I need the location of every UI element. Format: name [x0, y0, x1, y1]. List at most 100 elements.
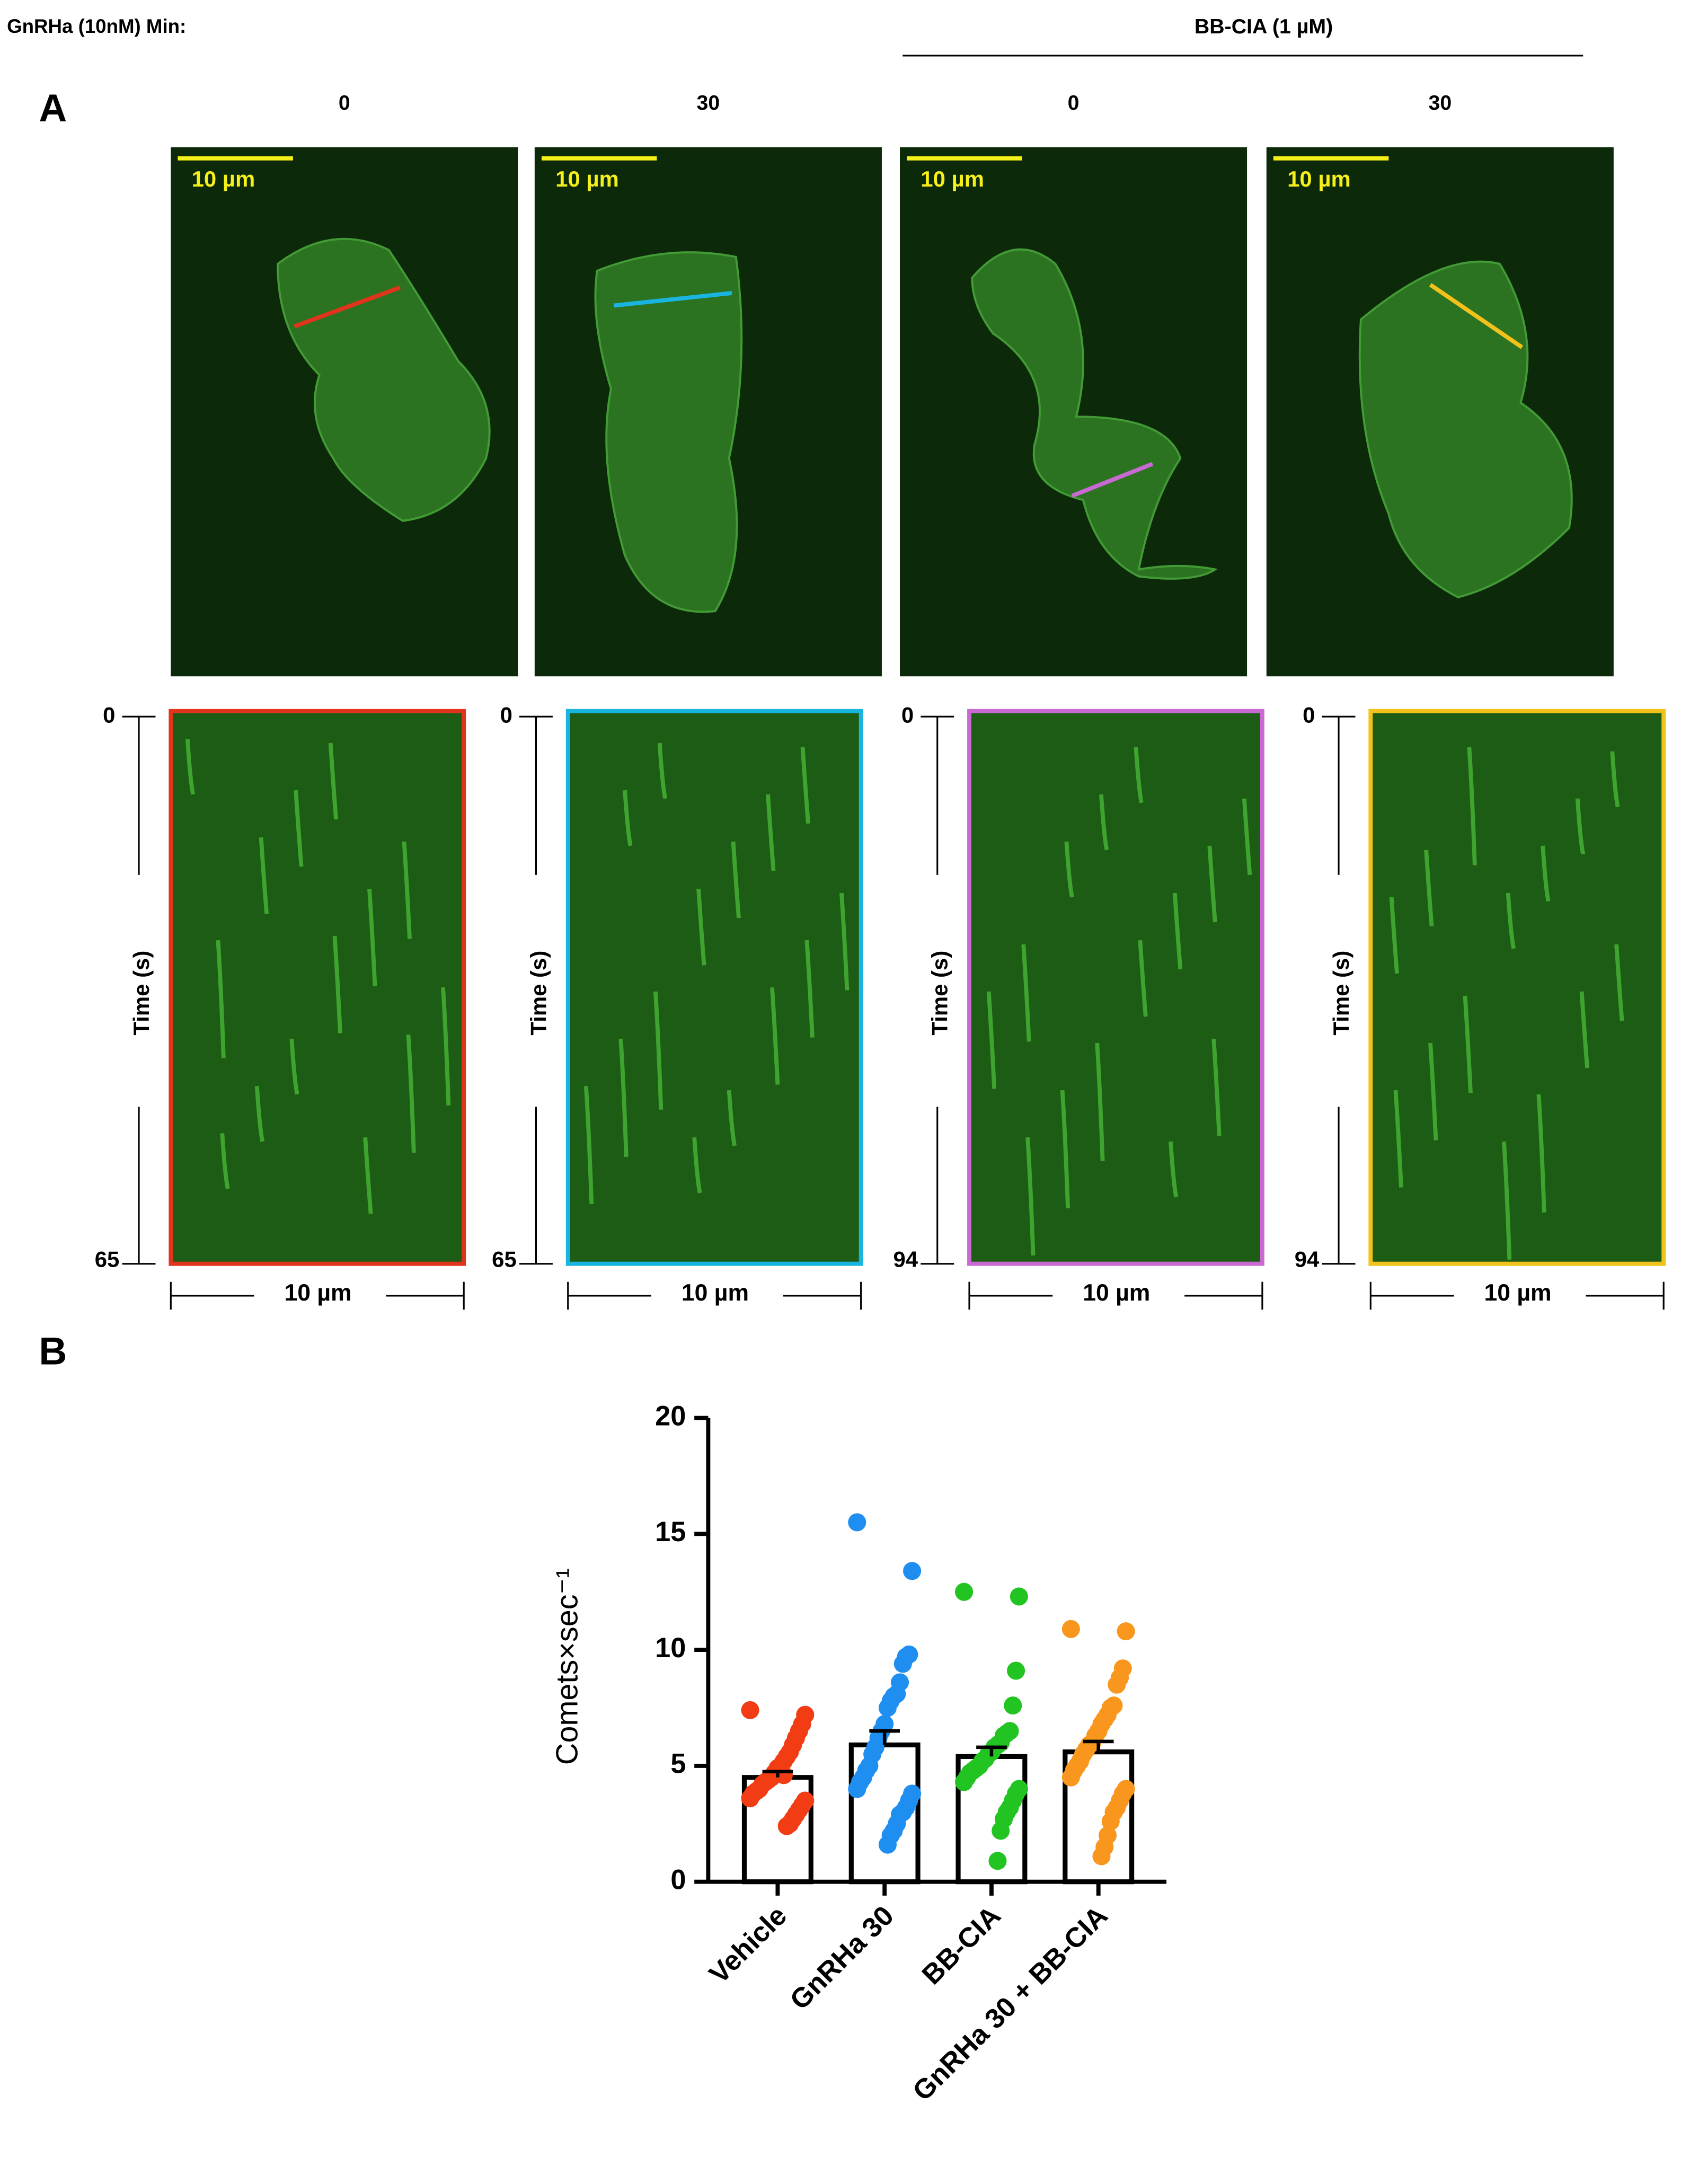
- comet-streak: [440, 987, 451, 1106]
- data-point: [903, 1562, 922, 1580]
- comet-streak: [1575, 798, 1586, 855]
- scale-bar-label: 10 µm: [1287, 166, 1351, 191]
- comet-streak: [986, 991, 997, 1089]
- comet-streak: [1095, 1042, 1105, 1161]
- comet-streak: [1099, 794, 1109, 851]
- comet-streak: [1501, 1141, 1512, 1260]
- data-point: [848, 1513, 866, 1532]
- data-point: [741, 1789, 759, 1808]
- comet-streak: [328, 742, 339, 820]
- comet-streak: [1428, 1042, 1438, 1140]
- kymo-scale-label: 10 µm: [284, 1280, 351, 1306]
- time-start: 0: [1303, 702, 1315, 727]
- y-tick-label: 0: [670, 1865, 686, 1896]
- data-point: [1007, 1661, 1025, 1680]
- data-point: [955, 1582, 974, 1601]
- comet-streak: [731, 841, 741, 918]
- column-header: 0: [339, 91, 350, 114]
- comet-streak: [1536, 1094, 1546, 1213]
- y-tick-label: 20: [655, 1401, 686, 1431]
- time-axis-label: Time (s): [1329, 951, 1353, 1036]
- comet-streak: [216, 940, 226, 1058]
- comet-streak: [1579, 991, 1590, 1068]
- column-header: 30: [1428, 91, 1452, 114]
- data-point: [777, 1817, 796, 1835]
- comet-streak: [332, 935, 342, 1033]
- kymo-scale-label: 10 µm: [1083, 1280, 1150, 1306]
- kymo-scale-label: 10 µm: [1484, 1280, 1551, 1306]
- comet-streak: [1134, 747, 1144, 803]
- comet-streak: [1541, 845, 1551, 902]
- cell: [277, 237, 491, 522]
- time-axis-label: Time (s): [927, 951, 952, 1036]
- kymograph-line: [613, 291, 732, 308]
- kymograph-line: [294, 285, 401, 329]
- drug-label: BB-CIA (1 µM): [1194, 15, 1333, 38]
- comet-streak: [1138, 940, 1148, 1017]
- comet-streak: [1169, 1141, 1179, 1198]
- data-point: [741, 1701, 759, 1719]
- comet-streak: [1614, 944, 1624, 1021]
- comet-streak: [1211, 1038, 1222, 1136]
- comet-streak: [770, 987, 780, 1085]
- comet-streak: [623, 790, 633, 846]
- comet-streak: [692, 1137, 702, 1193]
- data-point: [1117, 1622, 1135, 1641]
- error-bar: [762, 1770, 793, 1778]
- scale-bar-label: 10 µm: [555, 166, 619, 191]
- kymograph-line: [1071, 462, 1154, 498]
- comet-streak: [1463, 995, 1473, 1093]
- data-point: [878, 1699, 897, 1717]
- time-axis-label: Time (s): [526, 951, 551, 1036]
- cell: [971, 248, 1218, 580]
- comet-streak: [583, 1085, 594, 1205]
- comet-streak: [259, 837, 269, 914]
- kymograph: [967, 709, 1264, 1266]
- data-point: [1004, 1696, 1022, 1715]
- data-point: [1101, 1812, 1120, 1831]
- time-end: 65: [492, 1246, 517, 1271]
- comet-streak: [406, 1034, 416, 1153]
- error-bar: [869, 1729, 900, 1745]
- data-point: [878, 1835, 897, 1854]
- comet-streak: [185, 738, 196, 795]
- comet-streak: [254, 1085, 265, 1142]
- comet-streak: [1393, 1090, 1403, 1188]
- comet-streak: [289, 1038, 299, 1095]
- comet-streak: [1506, 892, 1516, 949]
- y-tick-label: 15: [655, 1517, 686, 1548]
- comet-streak: [1172, 892, 1183, 970]
- comet-streak: [1467, 747, 1477, 865]
- comet-streak: [804, 940, 815, 1038]
- kymo-scale-label: 10 µm: [682, 1280, 749, 1306]
- kymograph: [1368, 709, 1666, 1266]
- cell: [594, 251, 743, 613]
- time-end: 94: [1295, 1246, 1320, 1271]
- time-start: 0: [901, 702, 914, 727]
- treatment-label: GnRHa (10nM) Min:: [7, 15, 186, 37]
- data-point: [955, 1773, 974, 1791]
- data-point: [848, 1780, 866, 1798]
- data-point: [1010, 1587, 1028, 1606]
- comet-streak: [839, 892, 850, 991]
- comet-streak: [1242, 798, 1252, 876]
- column-header: 0: [1068, 91, 1080, 114]
- comet-streak: [367, 888, 377, 986]
- comet-streak: [220, 1133, 230, 1189]
- time-end: 65: [95, 1246, 120, 1271]
- y-tick-label: 5: [670, 1749, 686, 1780]
- panel-label: B: [39, 1329, 67, 1373]
- kymograph-line: [1429, 283, 1524, 349]
- comet-streak: [1610, 751, 1620, 808]
- data-point: [1108, 1675, 1126, 1694]
- comet-streak: [1064, 841, 1074, 898]
- comet-streak: [653, 991, 663, 1110]
- comet-streak: [696, 888, 706, 966]
- time-end: 94: [893, 1246, 918, 1271]
- y-tick-label: 10: [655, 1633, 686, 1664]
- x-tick-label: GnRHa 30: [784, 1900, 900, 2016]
- column-header: 30: [697, 91, 720, 114]
- comet-streak: [1060, 1090, 1070, 1208]
- data-point: [992, 1822, 1010, 1840]
